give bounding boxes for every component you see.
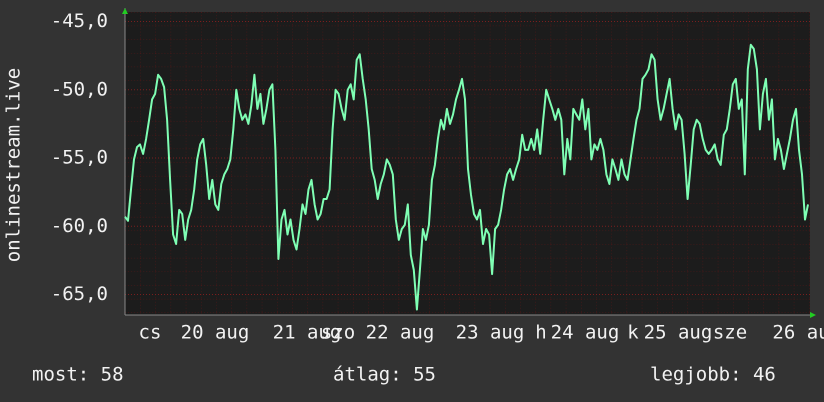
x-tick-label: 25 aug (644, 322, 713, 344)
x-tick-label: szo (321, 322, 355, 344)
y-tick-label: -45,0 (51, 10, 108, 32)
x-tick-label: cs (139, 322, 162, 344)
x-tick-label: sze (713, 322, 747, 344)
x-tick-label: h (535, 322, 546, 344)
y-axis-label: onlinestream.live (3, 68, 25, 262)
series-line (124, 43, 809, 311)
y-tick-label: -65,0 (51, 283, 108, 305)
x-tick-label: 24 aug (551, 322, 620, 344)
axis-arrow (122, 8, 128, 14)
x-tick-label: 26 au (772, 322, 824, 344)
x-tick-label: 20 aug (181, 322, 250, 344)
footer-current: most: 58 (32, 364, 124, 386)
axis-arrow (810, 312, 816, 318)
x-tick-label: k (627, 322, 639, 344)
x-tick-label: 23 aug (456, 322, 525, 344)
x-tick-label: 21 aug (273, 322, 342, 344)
x-tick-label: 22 aug (366, 322, 435, 344)
y-tick-label: -60,0 (51, 215, 108, 237)
y-tick-label: -55,0 (51, 147, 108, 169)
footer-average: átlag: 55 (333, 364, 436, 386)
footer-best: legjobb: 46 (650, 364, 776, 386)
y-tick-label: -50,0 (51, 78, 108, 100)
